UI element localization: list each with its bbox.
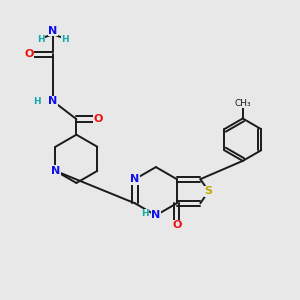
Text: N: N	[130, 174, 140, 184]
Text: H: H	[33, 97, 41, 106]
Text: O: O	[24, 49, 33, 59]
Text: O: O	[172, 220, 182, 230]
Text: CH₃: CH₃	[234, 99, 251, 108]
Text: H: H	[141, 209, 148, 218]
Text: H: H	[37, 35, 44, 44]
Text: H: H	[61, 35, 69, 44]
Text: N: N	[48, 96, 58, 106]
Text: N: N	[48, 26, 58, 36]
Text: N: N	[51, 166, 60, 176]
Text: N: N	[151, 210, 160, 220]
Text: S: S	[205, 186, 213, 196]
Text: O: O	[94, 114, 103, 124]
